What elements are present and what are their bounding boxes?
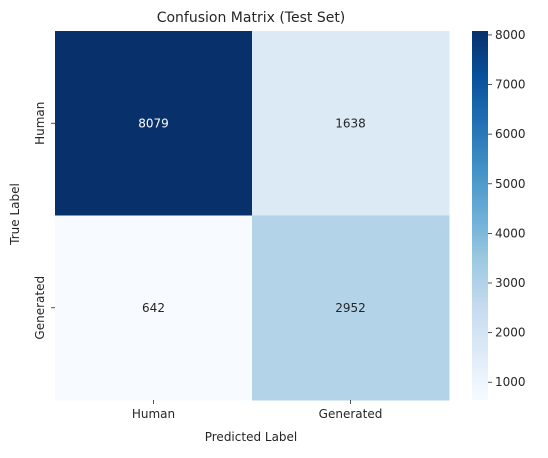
colorbar-tick-label: 5000 [495, 177, 526, 191]
x-axis-label: Predicted Label [205, 430, 298, 444]
chart-title: Confusion Matrix (Test Set) [157, 10, 346, 26]
y-axis-label: True Label [8, 183, 22, 246]
y-tick-label: Human [33, 102, 47, 145]
colorbar-tick-label: 4000 [495, 226, 526, 240]
colorbar-tick-label: 6000 [495, 127, 526, 141]
x-axis-ticks: Human Generated [132, 400, 382, 421]
x-tick-label: Generated [319, 407, 383, 421]
cell-value-label: 642 [142, 301, 165, 315]
cell-value-label: 8079 [138, 116, 169, 130]
y-tick-label: Generated [33, 276, 47, 340]
colorbar-ticks: 1000 2000 3000 4000 5000 6000 7000 8000 [488, 28, 526, 389]
colorbar-tick-label: 3000 [495, 276, 526, 290]
heatmap-cell [55, 31, 253, 216]
y-axis-ticks: Human Generated [33, 102, 55, 340]
cell-value-label: 1638 [335, 116, 366, 130]
x-tick-label: Human [132, 407, 175, 421]
heatmap-cells [55, 31, 450, 401]
colorbar [472, 31, 488, 400]
colorbar-tick-label: 8000 [495, 28, 526, 42]
heatmap-cell [252, 215, 450, 401]
cell-value-label: 2952 [335, 301, 366, 315]
heatmap-cell-labels: 8079 1638 642 2952 [138, 116, 366, 315]
colorbar-tick-label: 2000 [495, 326, 526, 340]
colorbar-tick-label: 1000 [495, 375, 526, 389]
heatmap-cell [55, 215, 253, 401]
heatmap-cell [252, 31, 450, 216]
colorbar-tick-label: 7000 [495, 78, 526, 92]
